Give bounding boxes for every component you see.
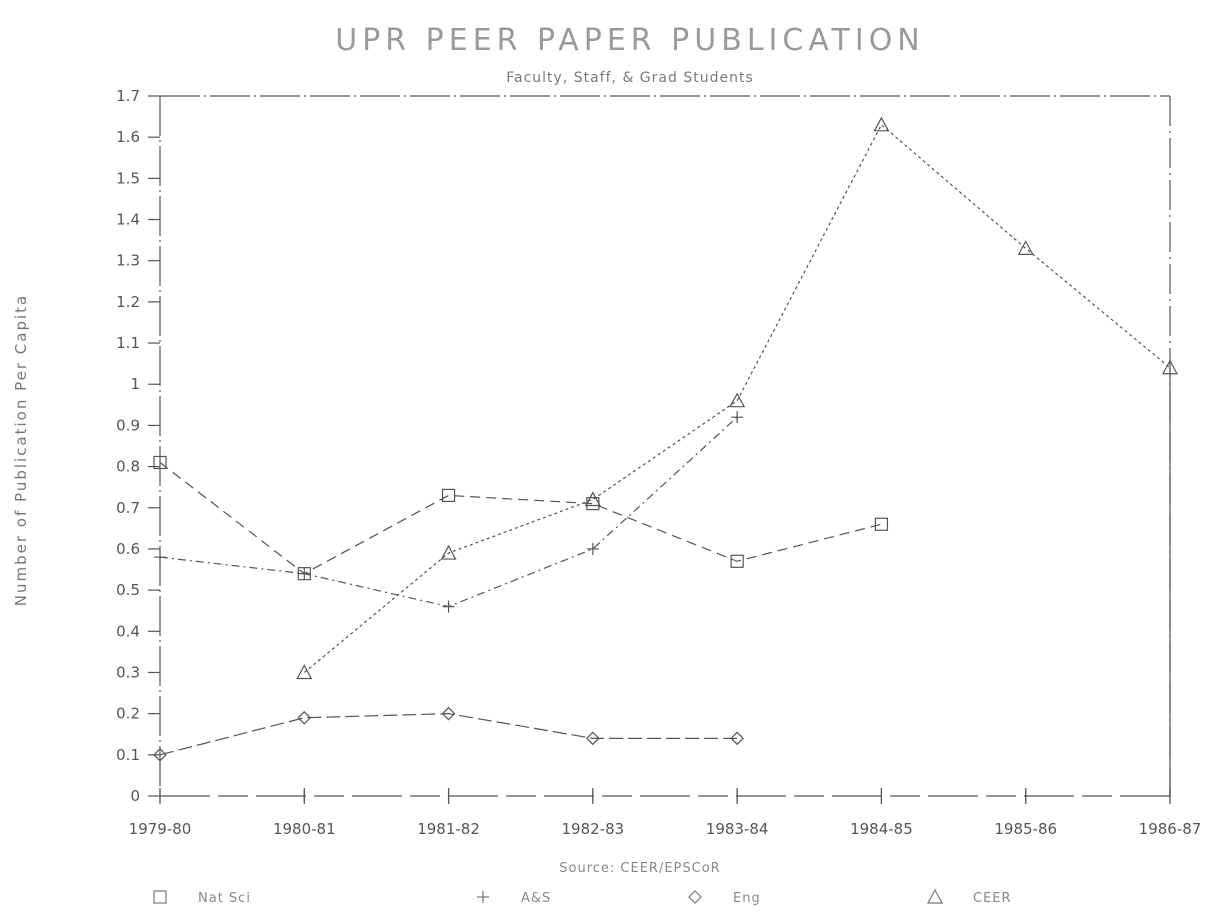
legend: Nat Sci A&S Eng CEER bbox=[153, 888, 1012, 906]
data-point-triangle bbox=[296, 664, 313, 680]
data-point-triangle bbox=[1017, 240, 1034, 255]
legend-label: Nat Sci bbox=[198, 891, 251, 906]
series-a-s bbox=[154, 411, 744, 613]
data-point-diamond bbox=[688, 890, 702, 904]
y-tick-label: 0 bbox=[130, 787, 140, 805]
x-tick-label: 1984-85 bbox=[850, 820, 913, 838]
series-layer bbox=[153, 116, 1179, 802]
data-point-triangle bbox=[729, 392, 746, 408]
y-tick-label: 1.7 bbox=[116, 87, 140, 105]
series-line bbox=[159, 461, 882, 575]
series-eng bbox=[153, 706, 744, 762]
y-tick-label: 0.9 bbox=[116, 416, 140, 434]
legend-item-ceer: CEER bbox=[926, 888, 1012, 906]
data-point-triangle bbox=[440, 544, 457, 560]
chart-subtitle: Faculty, Staff, & Grad Students bbox=[506, 70, 754, 86]
y-tick-label: 0.6 bbox=[116, 540, 140, 558]
data-point-diamond bbox=[586, 731, 600, 746]
data-point-square bbox=[153, 455, 167, 470]
data-point-diamond bbox=[441, 706, 456, 721]
x-tick-label: 1979-80 bbox=[129, 820, 192, 838]
x-axis: 1979-80 1980-81 1981-82 1982-83 1983-84 1984-… bbox=[129, 788, 1202, 838]
x-tick-label: 1980-81 bbox=[273, 820, 336, 838]
y-axis-label: Number of Publication Per Capita bbox=[12, 294, 30, 606]
y-axis: 0 0.1 0.2 0.3 0.4 0.5 0.6 0.7 0.8 0.9 1 1.1 1.2 1.3 1.… bbox=[116, 87, 160, 805]
legend-item-nat-sci: Nat Sci bbox=[153, 890, 251, 906]
series-ceer bbox=[296, 116, 1179, 680]
data-point-plus bbox=[586, 542, 599, 555]
series-line bbox=[303, 123, 1171, 673]
data-point-plus bbox=[731, 411, 744, 424]
y-tick-label: 0.4 bbox=[116, 622, 140, 640]
y-tick-label: 0.2 bbox=[116, 705, 140, 723]
data-point-plus bbox=[477, 891, 489, 903]
y-tick-label: 1.2 bbox=[116, 293, 140, 311]
data-point-square bbox=[874, 517, 889, 531]
series-line bbox=[159, 713, 738, 756]
y-tick-label: 1 bbox=[130, 375, 140, 393]
x-tick-label: 1983-84 bbox=[706, 820, 769, 838]
data-point-diamond bbox=[730, 731, 744, 746]
y-tick-label: 1.5 bbox=[116, 169, 140, 187]
y-tick-label: 0.3 bbox=[116, 663, 140, 681]
y-tick-label: 1.4 bbox=[116, 211, 140, 229]
y-tick-label: 0.7 bbox=[116, 499, 140, 517]
source-note: Source: CEER/EPSCoR bbox=[559, 861, 720, 876]
data-point-diamond bbox=[297, 710, 312, 725]
legend-label: Eng bbox=[733, 891, 761, 906]
data-point-square bbox=[153, 890, 167, 904]
x-tick-label: 1986-87 bbox=[1139, 820, 1202, 838]
legend-item-a-s: A&S bbox=[477, 891, 551, 906]
y-tick-label: 0.5 bbox=[116, 581, 140, 599]
series-nat-sci bbox=[153, 455, 889, 581]
y-tick-label: 0.8 bbox=[116, 458, 140, 476]
plot-frame bbox=[159, 95, 1171, 797]
y-tick-label: 1.6 bbox=[116, 128, 140, 146]
y-tick-label: 1.1 bbox=[116, 334, 140, 352]
x-tick-label: 1985-86 bbox=[994, 820, 1057, 838]
legend-label: A&S bbox=[521, 891, 551, 906]
x-tick-label: 1981-82 bbox=[417, 820, 480, 838]
chart-title: UPR PEER PAPER PUBLICATION bbox=[335, 23, 925, 58]
data-point-triangle bbox=[873, 116, 890, 132]
data-point-plus bbox=[442, 600, 455, 613]
series-line bbox=[159, 416, 738, 608]
x-tick-label: 1982-83 bbox=[562, 820, 625, 838]
data-point-triangle bbox=[584, 491, 601, 507]
data-point-plus bbox=[298, 567, 311, 580]
y-tick-label: 1.3 bbox=[116, 252, 140, 270]
data-point-plus bbox=[154, 551, 166, 564]
y-tick-label: 0.1 bbox=[116, 746, 140, 764]
data-point-diamond bbox=[153, 747, 167, 762]
data-point-square bbox=[441, 488, 456, 503]
legend-item-eng: Eng bbox=[688, 890, 761, 906]
data-point-triangle bbox=[926, 888, 944, 904]
legend-label: CEER bbox=[973, 891, 1012, 906]
data-point-square bbox=[730, 554, 744, 568]
